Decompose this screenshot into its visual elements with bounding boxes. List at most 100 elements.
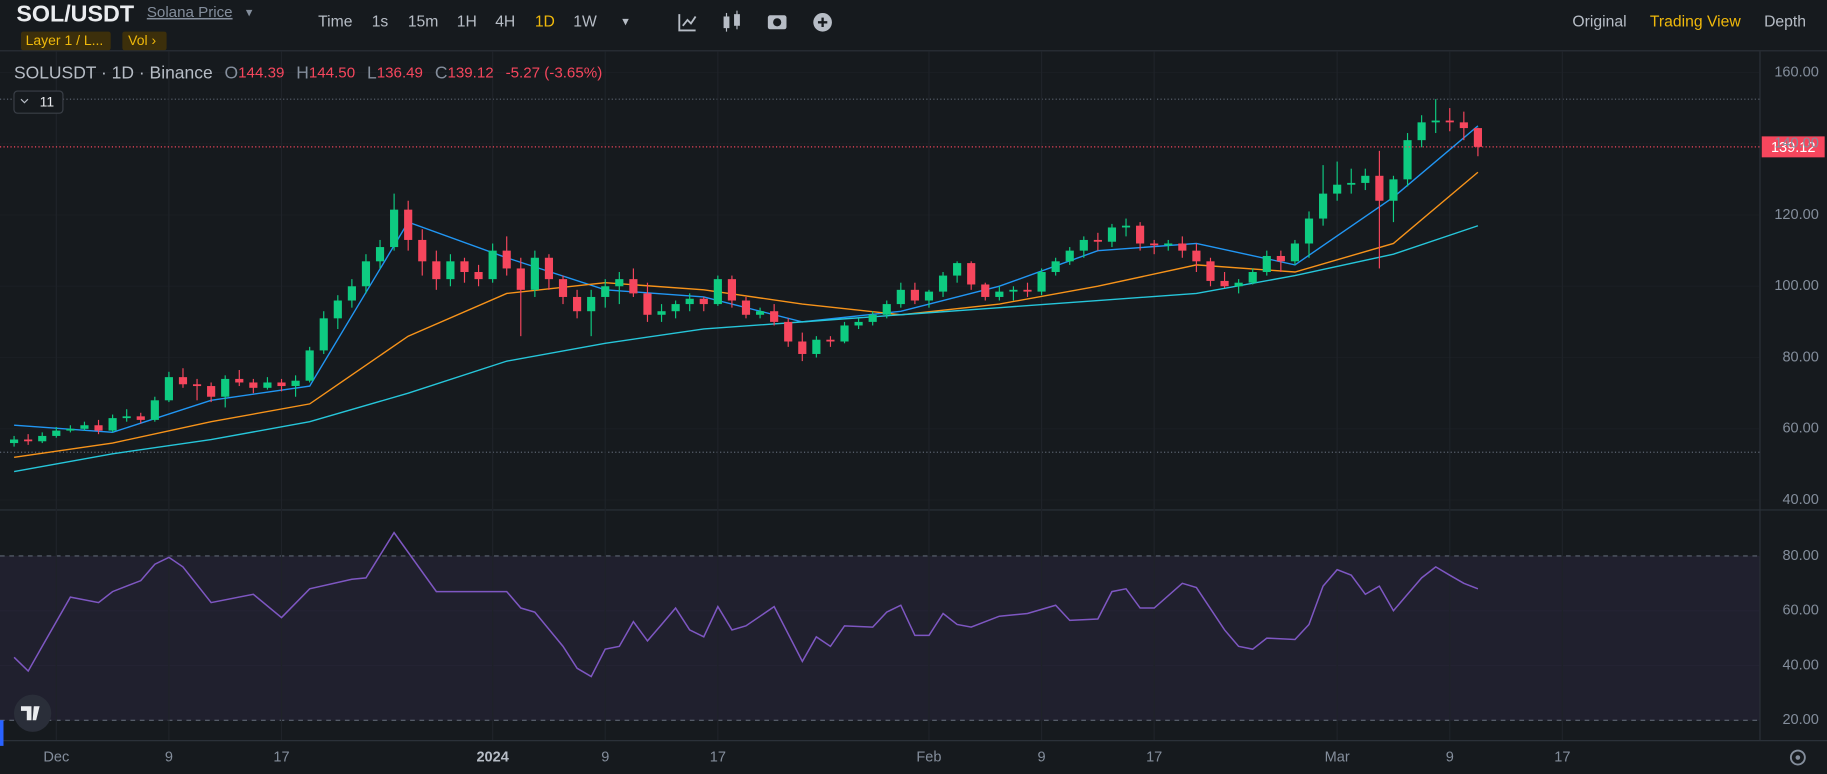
candle-body (1107, 227, 1117, 242)
candle-body (80, 425, 89, 429)
settings-icon[interactable] (1789, 749, 1806, 766)
candle-body (52, 430, 61, 436)
x-tick-label: Dec (43, 749, 69, 765)
interval[interactable]: 1H (457, 13, 477, 30)
view-tab[interactable]: Original (1572, 13, 1626, 30)
interval[interactable]: 15m (408, 13, 439, 30)
candle-body (136, 416, 145, 420)
candle-body (981, 284, 990, 297)
candle-body (544, 257, 554, 280)
candle-body (1164, 243, 1173, 246)
legend-title: SOLUSDT · 1D · Binance (14, 62, 213, 82)
y-tick-label: 60.00 (1782, 603, 1818, 619)
tag[interactable]: Layer 1 / L... (26, 32, 104, 48)
candle-body (263, 382, 272, 388)
interval[interactable]: 1W (573, 13, 597, 30)
candle-body (755, 311, 765, 315)
y-tick-label: 140.00 (1774, 136, 1819, 152)
x-tick-label: 17 (273, 749, 289, 765)
x-tick-label: 2024 (476, 749, 509, 765)
candle-body (1276, 255, 1285, 262)
candle-body (770, 311, 779, 322)
candle-body (1431, 120, 1440, 123)
candle-body (1375, 175, 1384, 201)
candle-body (1304, 218, 1314, 244)
candle-body (657, 311, 666, 315)
symbol[interactable]: SOL/USDT (16, 0, 134, 26)
candle-body (1417, 122, 1426, 141)
add-icon[interactable] (813, 12, 832, 32)
price-link[interactable]: Solana Price (147, 4, 233, 21)
y-tick-label: 60.00 (1782, 421, 1818, 437)
last-price-label: 139.12 (1771, 140, 1816, 156)
candle-body (868, 314, 877, 322)
symbol-menu[interactable]: ▾ (246, 4, 253, 19)
candle-body (615, 279, 624, 287)
x-tick-label: 17 (710, 749, 726, 765)
candle-body (192, 384, 202, 387)
candle-body (1262, 255, 1271, 273)
candle-body (390, 209, 399, 248)
candle-body (38, 435, 47, 442)
candle-body (1093, 239, 1102, 242)
candle-body (840, 325, 849, 342)
tag-bg (122, 31, 167, 51)
candle-body (1319, 193, 1328, 219)
candle-body (1248, 272, 1257, 283)
x-tick-label: 9 (165, 749, 173, 765)
candle-body (713, 279, 722, 305)
interval-active[interactable]: 1D (535, 13, 555, 30)
candle-body (207, 386, 216, 397)
legend-value: 144.39 (238, 65, 284, 82)
candle-body (995, 291, 1004, 297)
candle-body (1445, 120, 1454, 123)
interval[interactable]: 1s (372, 13, 389, 30)
candle-body (432, 261, 441, 280)
last-price-tag (1761, 136, 1825, 158)
candle-body (558, 279, 568, 297)
x-tick-label: 9 (601, 749, 609, 765)
candle-body (122, 416, 131, 419)
candle-body (1009, 289, 1018, 292)
candle-body (910, 289, 919, 301)
screenshot-icon[interactable] (767, 15, 787, 30)
interval[interactable]: 4H (495, 13, 515, 30)
x-tick-label: Feb (916, 749, 941, 765)
indicator-count[interactable]: 11 (40, 93, 55, 109)
candle-body (601, 286, 610, 297)
candle-body (94, 425, 103, 431)
candle-body (516, 268, 525, 290)
candle-body (699, 298, 708, 305)
candle-body (66, 428, 75, 431)
candle-body (1065, 250, 1074, 262)
indicator-toggle[interactable] (13, 90, 64, 114)
candle-body (249, 382, 258, 388)
chart-type-icon[interactable] (723, 10, 740, 32)
logo[interactable] (13, 694, 52, 732)
x-tick-label: 17 (1146, 749, 1162, 765)
candle-body (1178, 243, 1187, 251)
candle-body (953, 263, 962, 276)
candle-body (1389, 179, 1398, 201)
candle-body (221, 378, 230, 397)
indicator-icon[interactable] (678, 14, 697, 32)
candle-body (1347, 182, 1356, 185)
candle-body (333, 300, 342, 319)
candle-body (108, 418, 117, 431)
y-tick-label: 100.00 (1774, 278, 1819, 294)
candle-body (1290, 243, 1300, 262)
y-tick-label: 120.00 (1774, 207, 1819, 223)
candle-body (798, 341, 807, 354)
candle-body (1234, 282, 1243, 287)
candle-body (854, 321, 863, 326)
interval-menu[interactable]: ▾ (622, 14, 629, 29)
view-tab-active[interactable]: Trading View (1650, 13, 1742, 30)
candle-body (24, 439, 33, 442)
candle-body (291, 380, 300, 387)
legend-key: L (367, 62, 377, 82)
view-tab[interactable]: Depth (1764, 13, 1806, 30)
interval[interactable]: Time (318, 13, 353, 30)
tag[interactable]: Vol › (128, 32, 156, 48)
